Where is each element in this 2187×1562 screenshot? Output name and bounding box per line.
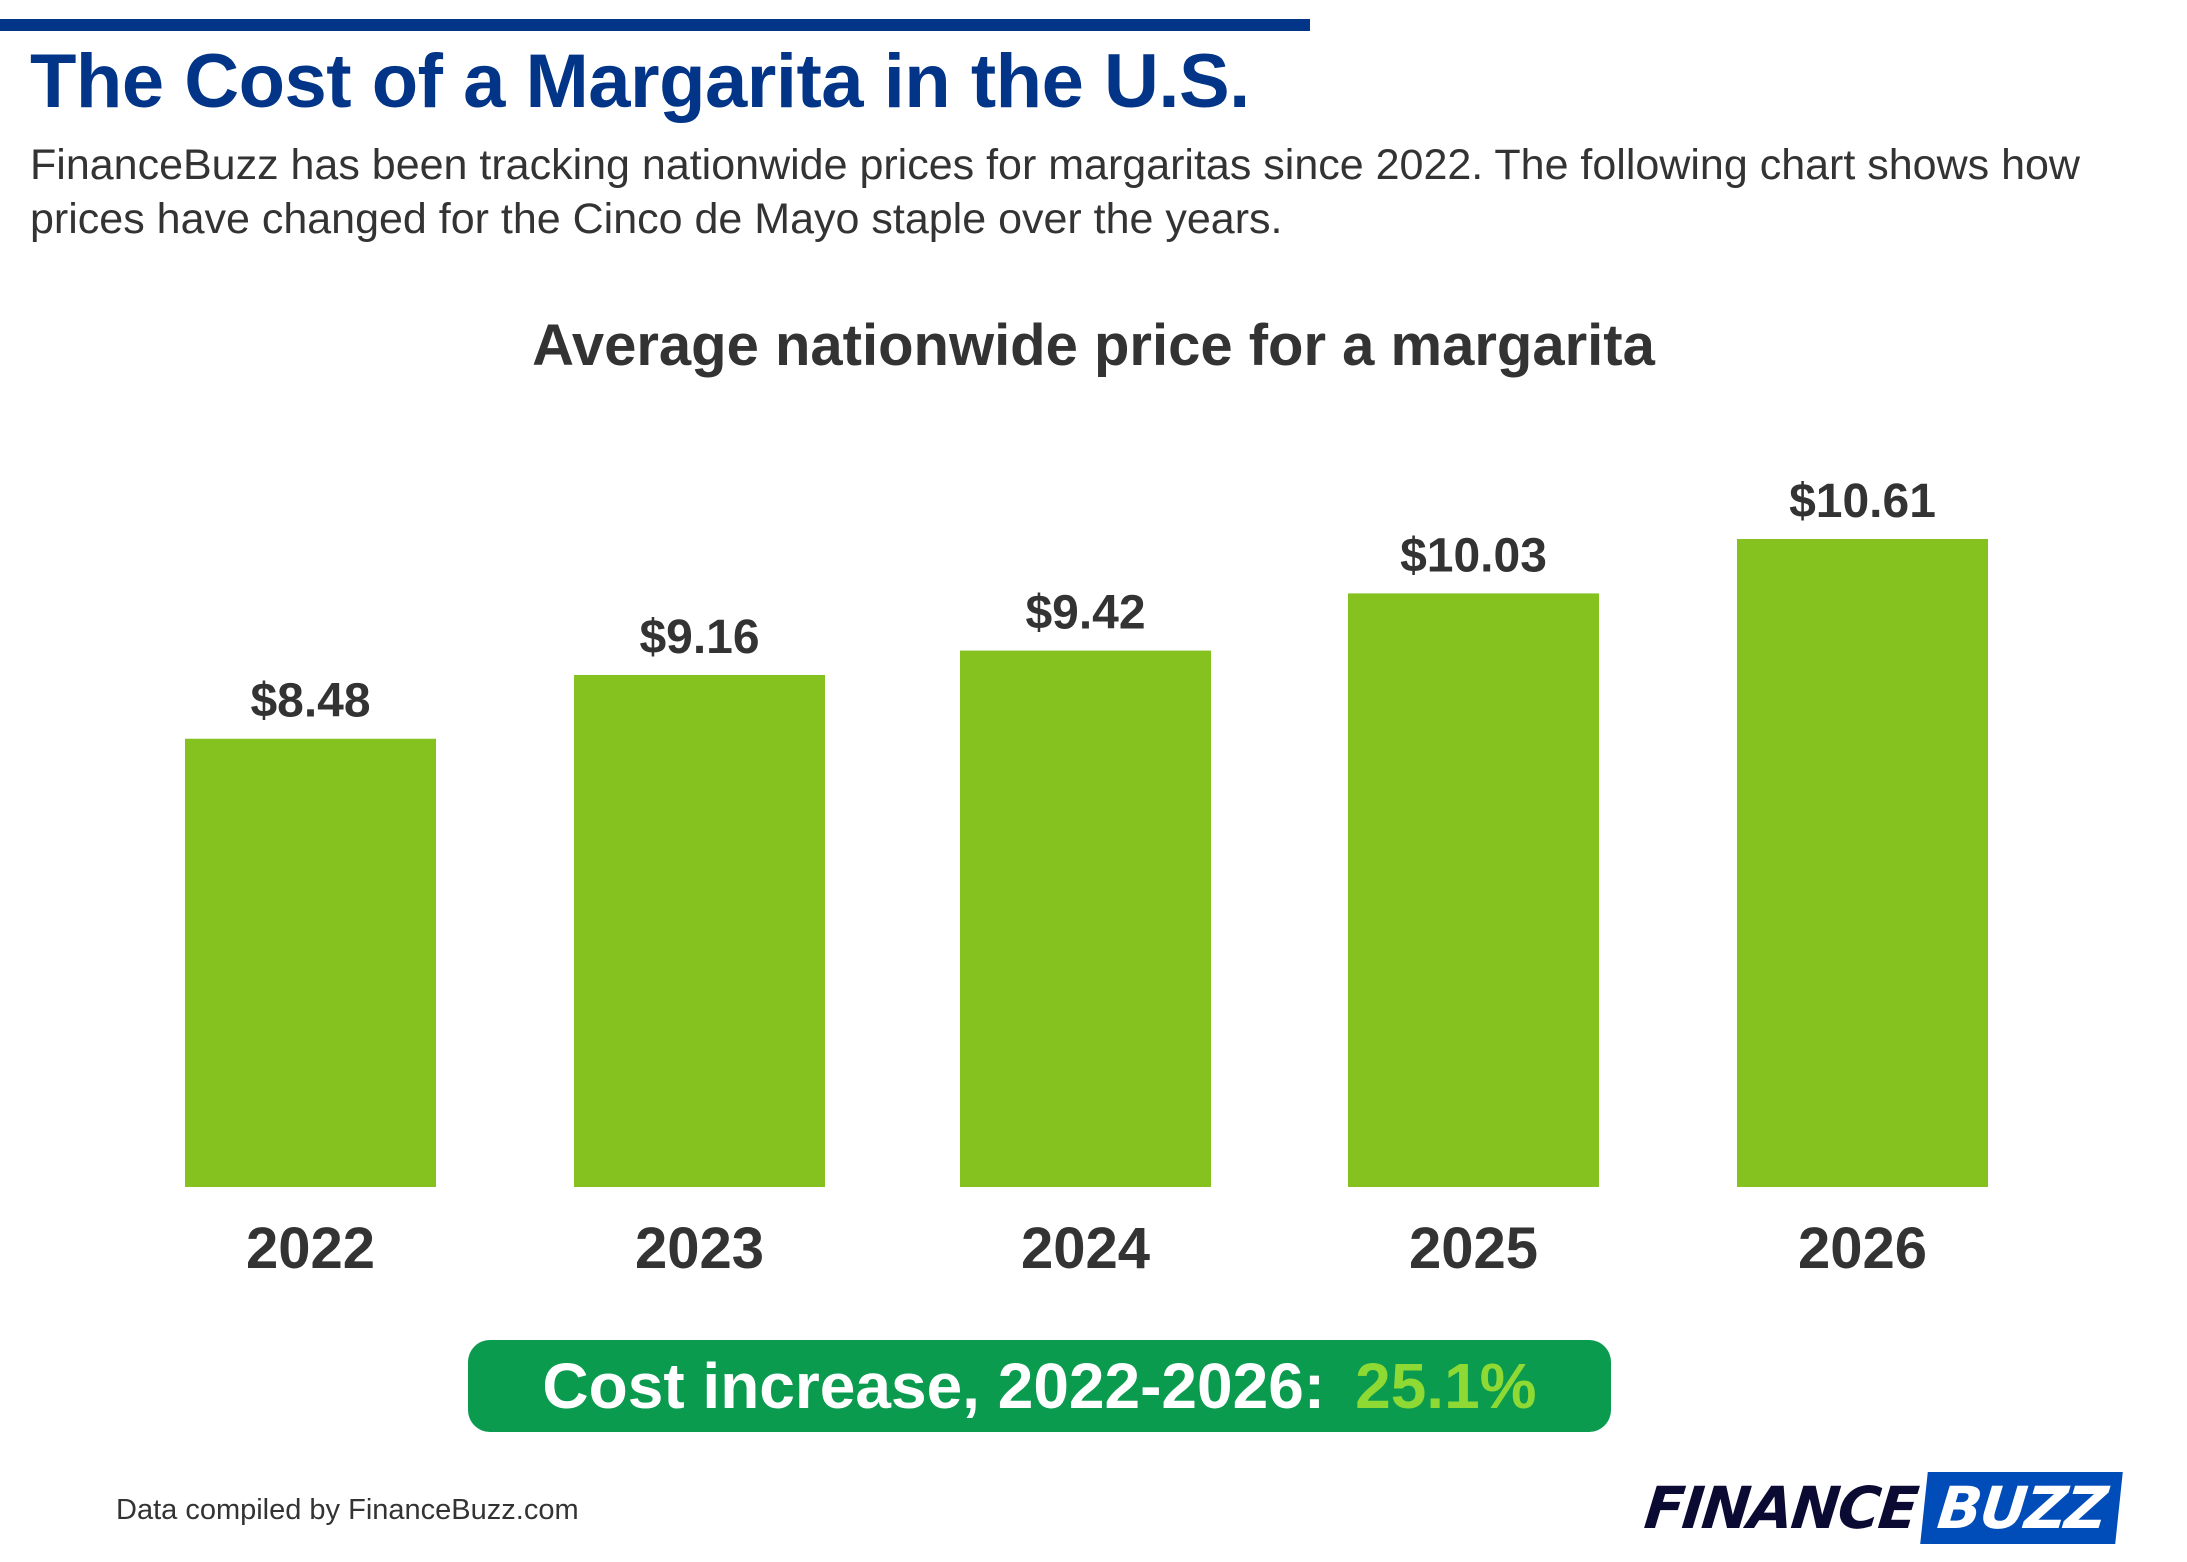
chart-title: Average nationwide price for a margarita — [532, 313, 1655, 378]
data-label: $9.16 — [639, 611, 759, 664]
bar-2026 — [1737, 539, 1988, 1187]
data-label: $10.03 — [1400, 529, 1547, 582]
x-tick-label: 2022 — [246, 1216, 375, 1281]
x-tick-label: 2026 — [1798, 1216, 1927, 1281]
data-label: $8.48 — [250, 675, 370, 728]
logo-finance: FINANCE — [1641, 1474, 1920, 1542]
x-tick-label: 2023 — [635, 1216, 764, 1281]
page-subtitle: FinanceBuzz has been tracking nationwide… — [30, 141, 2080, 243]
cost-increase-callout: Cost increase, 2022-2026: 25.1% — [468, 1340, 1611, 1432]
source-note: Data compiled by FinanceBuzz.com — [116, 1494, 579, 1526]
bar-2025 — [1348, 593, 1599, 1187]
logo-buzz: BUZZ — [1920, 1472, 2124, 1544]
bar-2024 — [960, 650, 1211, 1187]
callout-value: 25.1% — [1355, 1350, 1537, 1422]
data-label: $9.42 — [1025, 587, 1145, 640]
bar-2023 — [574, 674, 825, 1187]
top-accent-bar — [0, 19, 1310, 31]
bar-2022 — [185, 738, 436, 1187]
callout-label: Cost increase, 2022-2026: — [542, 1350, 1326, 1422]
data-label: $10.61 — [1789, 475, 1936, 528]
page-title: The Cost of a Margarita in the U.S. — [30, 39, 1250, 124]
x-tick-label: 2024 — [1021, 1216, 1150, 1281]
x-tick-label: 2025 — [1409, 1216, 1538, 1281]
financebuzz-logo: FINANCE BUZZ — [1641, 1470, 2124, 1546]
